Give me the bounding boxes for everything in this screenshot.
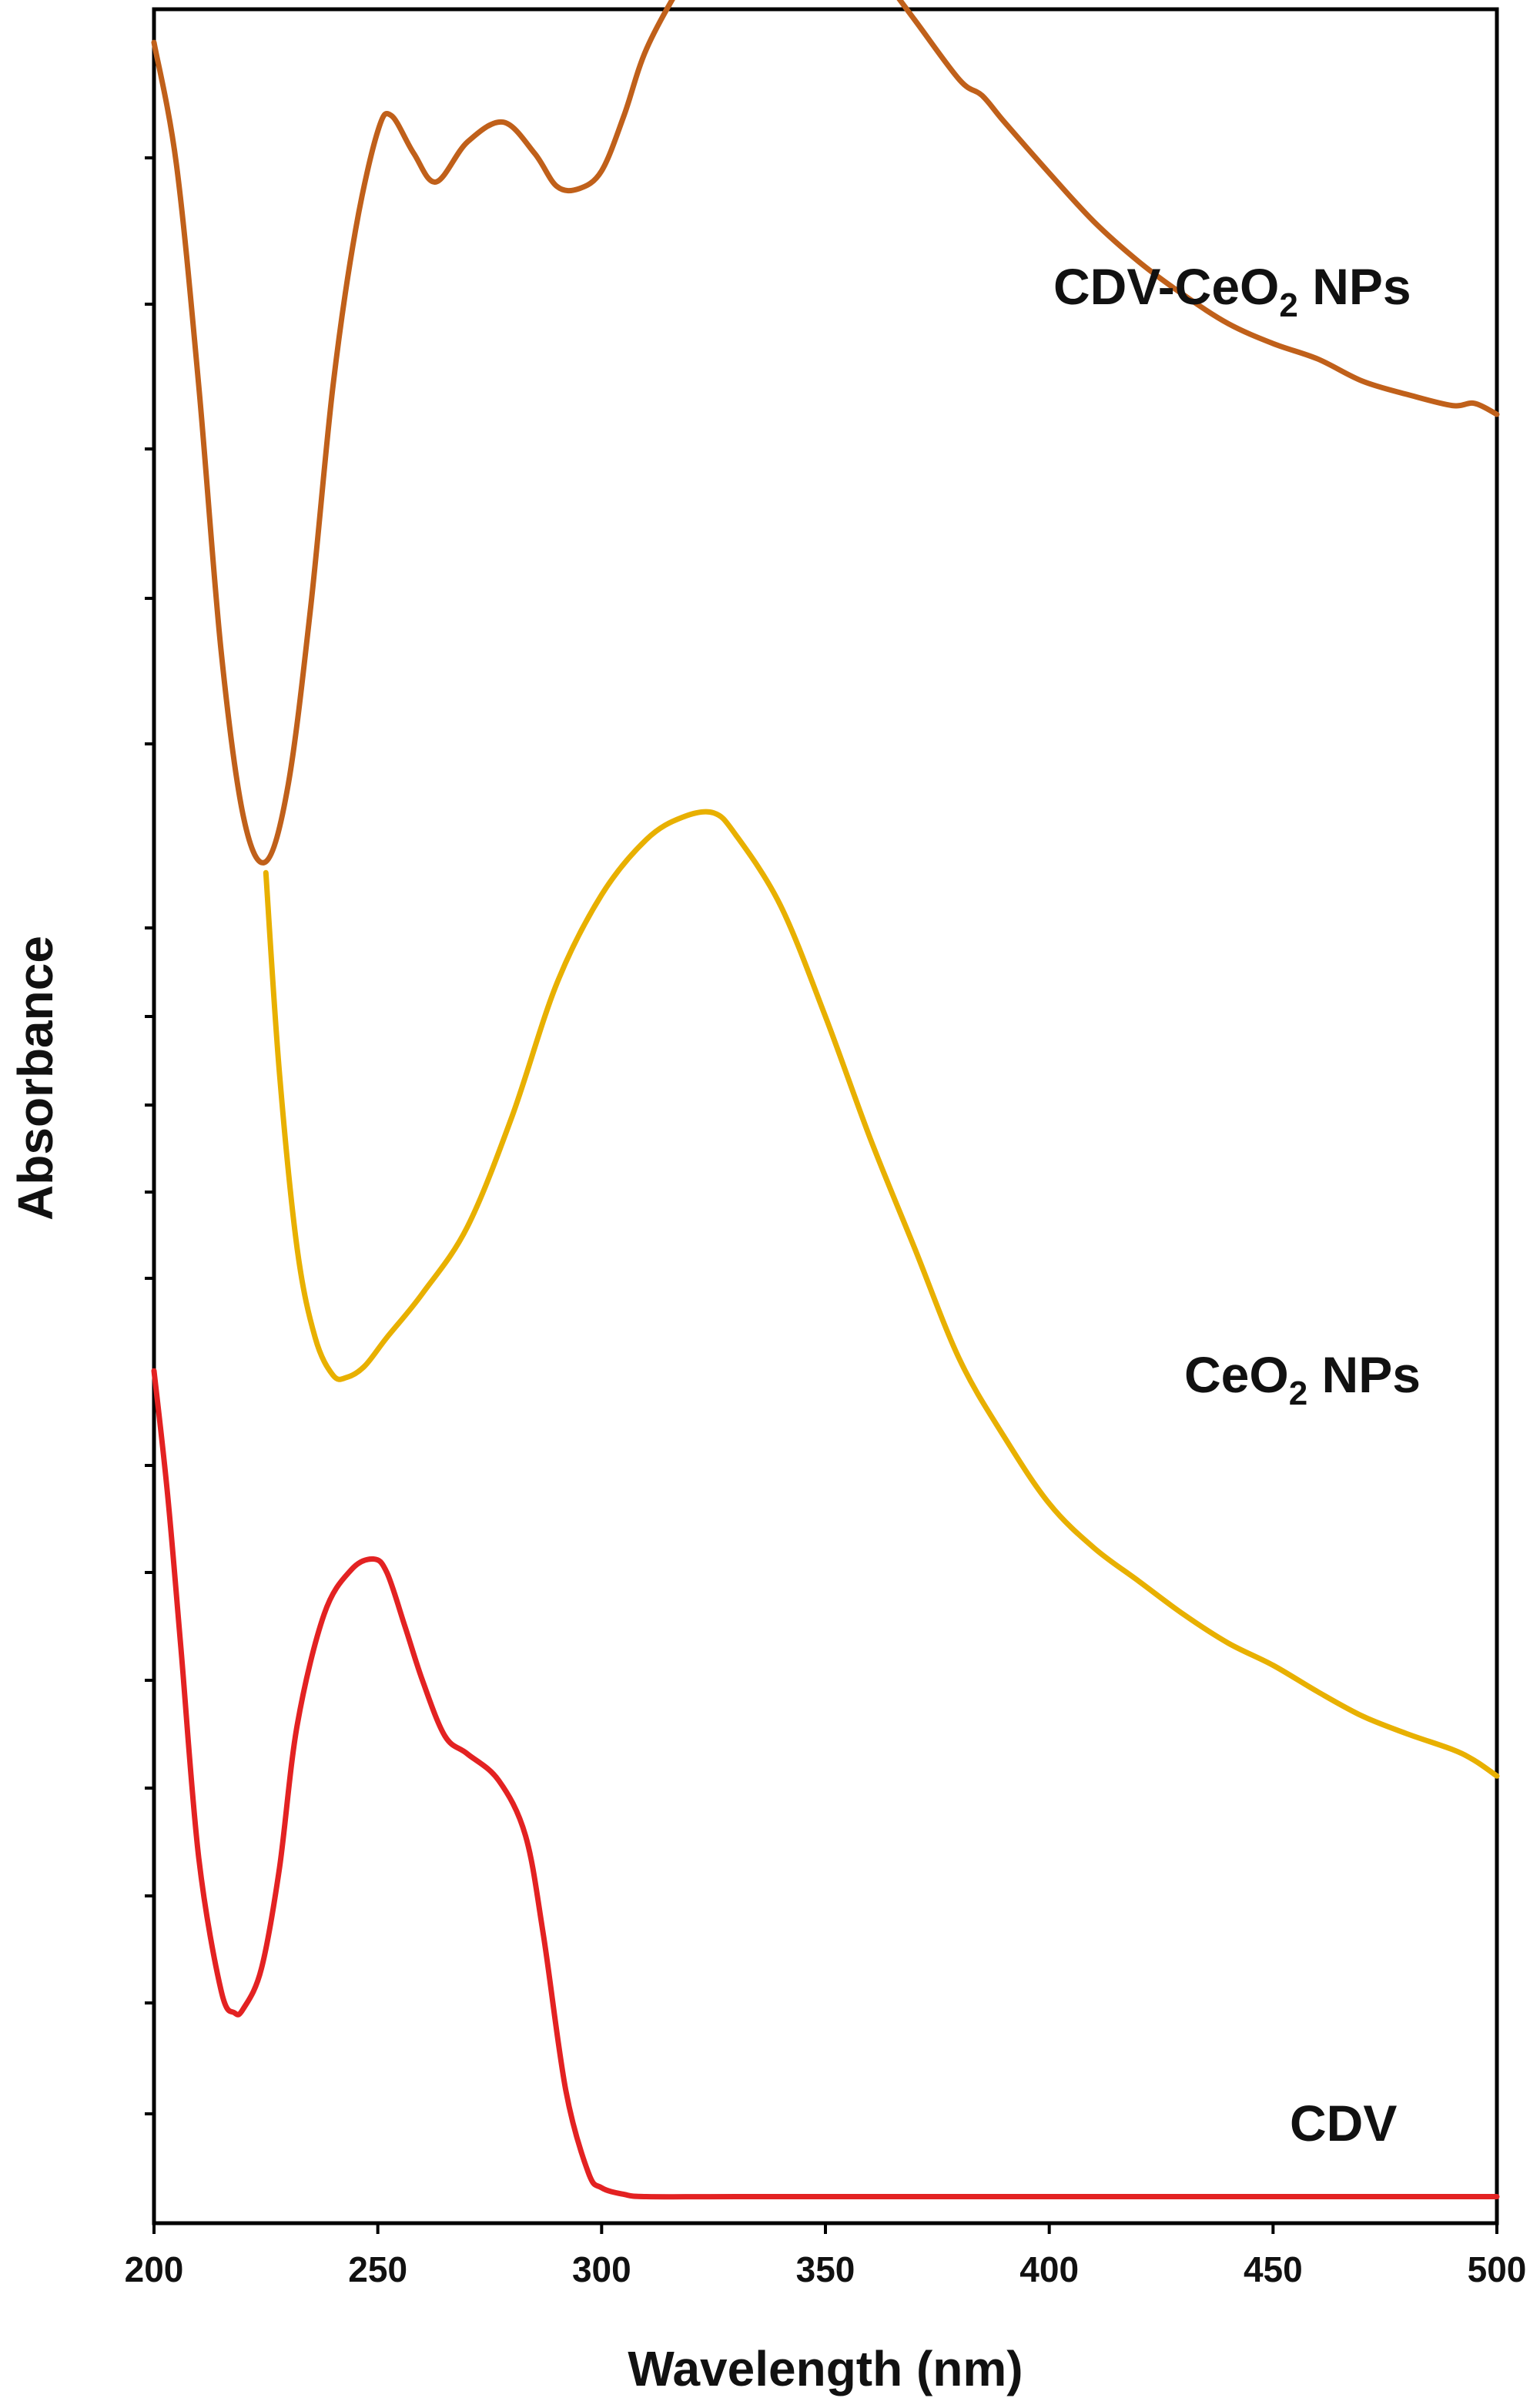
y-axis-ticks — [145, 156, 154, 2115]
x-tick-label: 250 — [348, 2249, 407, 2289]
x-axis-ticks: 200 250 300 350 400 450 500 — [125, 2223, 1527, 2289]
ceo2-nps-label: CeO2 NPs — [1184, 1346, 1421, 1412]
cdv-ceo2-nps-curve — [151, 0, 1500, 866]
plot-frame — [152, 7, 1499, 2225]
cdv-curve — [151, 1368, 1500, 2200]
y-axis-title: Absorbance — [8, 936, 63, 1221]
x-tick-label: 400 — [1019, 2249, 1079, 2289]
ceo2-nps-curve — [263, 809, 1500, 1779]
x-tick-label: 450 — [1244, 2249, 1303, 2289]
series-labels: CDV-CeO2 NPs CeO2 NPs CDV — [1053, 258, 1421, 2152]
series-curves — [151, 0, 1500, 2200]
x-tick-label: 500 — [1468, 2249, 1527, 2289]
cdv-label: CDV — [1290, 2095, 1397, 2152]
x-axis-title: Wavelength (nm) — [628, 2341, 1023, 2396]
x-tick-label: 350 — [796, 2249, 855, 2289]
x-tick-label: 200 — [125, 2249, 184, 2289]
x-tick-label: 300 — [572, 2249, 631, 2289]
cdv-ceo2-nps-label: CDV-CeO2 NPs — [1053, 258, 1411, 324]
